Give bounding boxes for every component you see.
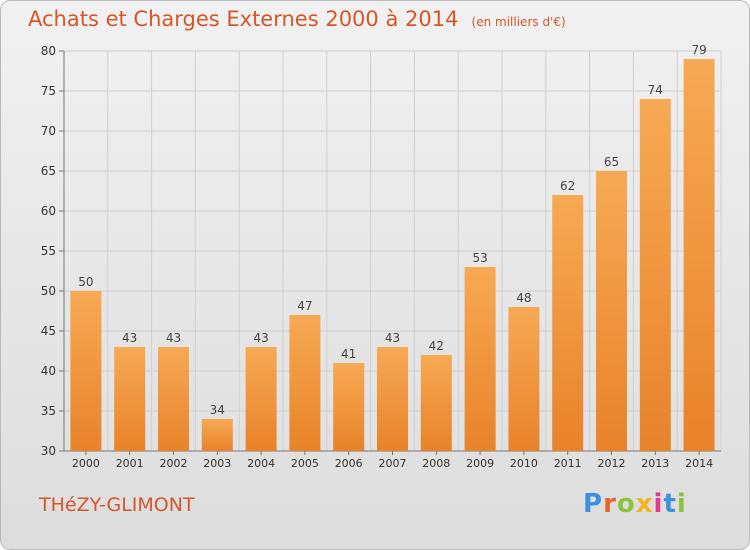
y-tick-label: 75 <box>41 84 56 98</box>
bar-value-label: 43 <box>166 331 181 345</box>
bar-2013 <box>639 99 671 451</box>
bar-value-label: 47 <box>297 299 312 313</box>
x-tick-label: 2008 <box>422 457 450 470</box>
y-tick-label: 55 <box>41 244 56 258</box>
logo-letter: o <box>616 489 636 519</box>
bar-2009 <box>464 267 496 451</box>
y-tick-label: 30 <box>41 444 56 458</box>
logo-letter: P <box>583 489 604 519</box>
bar-2010 <box>508 307 540 451</box>
bar-value-label: 74 <box>648 83 663 97</box>
label-layer: 50 43 43 34 43 47 41 43 42 53 48 62 65 74 79 <box>78 43 706 417</box>
bar-value-label: 43 <box>385 331 400 345</box>
x-tick-label: 2012 <box>598 457 626 470</box>
chart-unit-note: (en milliers d'€) <box>471 15 566 29</box>
bar-2002 <box>158 347 189 451</box>
y-tick-label: 45 <box>41 324 56 338</box>
y-tick-label: 35 <box>41 404 56 418</box>
x-tick-label: 2013 <box>641 457 669 470</box>
x-tick-label: 2009 <box>466 457 494 470</box>
chart-title: Achats et Charges Externes 2000 à 2014 (… <box>28 7 566 31</box>
y-tick-label: 60 <box>41 204 56 218</box>
bar-2004 <box>245 347 277 451</box>
proxiti-logo: Proxiti <box>583 489 687 519</box>
x-tick-label: 2005 <box>291 457 319 470</box>
bar-value-label: 41 <box>341 347 356 361</box>
bar-value-label: 50 <box>78 275 93 289</box>
chart-title-main: Achats et Charges Externes 2000 à 2014 <box>28 7 459 31</box>
x-tick-label: 2006 <box>335 457 363 470</box>
y-tick-label: 50 <box>41 284 56 298</box>
bar-value-label: 65 <box>604 155 619 169</box>
x-tick-label: 2014 <box>685 457 713 470</box>
bar-value-label: 79 <box>691 43 706 57</box>
y-tick-label: 80 <box>41 44 56 58</box>
x-tick-label: 2003 <box>203 457 231 470</box>
x-tick-label: 2010 <box>510 457 538 470</box>
logo-letter: i <box>653 489 664 519</box>
bar-2011 <box>552 195 584 451</box>
x-tick-label: 2000 <box>72 457 100 470</box>
bar-2007 <box>377 347 408 451</box>
bar-2005 <box>289 315 321 451</box>
y-tick-label: 70 <box>41 124 56 138</box>
bar-2012 <box>596 171 627 451</box>
bar-value-label: 43 <box>253 331 268 345</box>
bar-2006 <box>333 363 365 451</box>
bar-2000 <box>70 291 102 451</box>
x-tick-label: 2002 <box>160 457 188 470</box>
bar-value-label: 34 <box>210 403 225 417</box>
bar-2008 <box>420 355 452 451</box>
x-tick-label: 2011 <box>554 457 582 470</box>
x-tick-label: 2007 <box>379 457 407 470</box>
logo-letter: t <box>663 489 677 519</box>
commune-name: THéZY-GLIMONT <box>39 494 195 516</box>
x-tick-label: 2001 <box>116 457 144 470</box>
bar-layer <box>70 59 715 451</box>
bar-2001 <box>114 347 146 451</box>
bar-value-label: 62 <box>560 179 575 193</box>
bar-value-label: 42 <box>429 339 444 353</box>
bar-value-label: 48 <box>516 291 531 305</box>
axis-layer: 30 35 40 45 50 55 60 65 70 75 80 2000 2001 2002 2003 20… <box>41 44 721 470</box>
bar-2003 <box>201 419 233 451</box>
bar-value-label: 53 <box>472 251 487 265</box>
logo-letter: i <box>676 489 687 519</box>
logo-letter: x <box>635 489 654 519</box>
y-tick-label: 40 <box>41 364 56 378</box>
bar-value-label: 43 <box>122 331 137 345</box>
logo-letter: r <box>603 489 617 519</box>
x-tick-label: 2004 <box>247 457 275 470</box>
bar-2014 <box>683 59 715 451</box>
y-tick-label: 65 <box>41 164 56 178</box>
